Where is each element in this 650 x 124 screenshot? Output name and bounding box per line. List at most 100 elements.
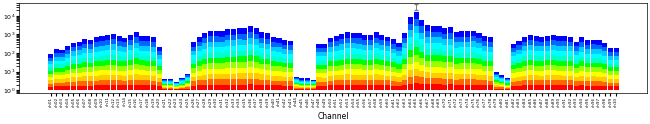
Bar (528, 85, 533, 90)
Bar (322, 56, 328, 61)
Bar (614, 75, 619, 79)
Bar (396, 86, 402, 90)
Bar (237, 45, 242, 51)
Bar (179, 79, 185, 80)
Bar (242, 40, 248, 45)
Bar (71, 47, 76, 51)
Bar (356, 85, 361, 90)
Bar (317, 48, 322, 52)
Bar (493, 84, 499, 85)
Bar (614, 52, 619, 56)
Bar (419, 39, 424, 45)
Bar (425, 78, 430, 84)
Bar (48, 87, 53, 90)
Bar (579, 57, 584, 61)
Bar (105, 60, 110, 65)
Bar (305, 85, 310, 86)
Bar (105, 75, 110, 80)
Bar (311, 89, 316, 90)
Bar (59, 75, 64, 79)
Bar (540, 51, 545, 56)
Bar (94, 47, 99, 52)
Bar (413, 19, 419, 26)
Bar (294, 89, 299, 90)
Bar (254, 68, 259, 73)
Bar (99, 46, 105, 51)
Bar (196, 80, 202, 85)
Bar (597, 58, 601, 63)
Bar (288, 59, 293, 63)
Bar (402, 54, 408, 59)
Bar (511, 56, 516, 61)
Bar (328, 85, 333, 90)
Bar (134, 80, 139, 85)
Bar (499, 83, 504, 85)
Bar (191, 60, 196, 64)
Bar (59, 68, 64, 72)
Bar (54, 79, 59, 83)
Bar (545, 46, 550, 50)
Bar (168, 86, 173, 87)
Bar (191, 77, 196, 81)
Bar (77, 68, 82, 73)
Bar (259, 53, 265, 59)
Bar (94, 61, 99, 66)
Bar (116, 46, 122, 51)
Bar (522, 85, 527, 90)
Bar (254, 56, 259, 62)
Bar (300, 84, 304, 85)
Bar (419, 65, 424, 71)
Bar (471, 36, 476, 41)
Bar (94, 76, 99, 81)
Bar (419, 45, 424, 52)
Bar (333, 85, 339, 90)
Bar (214, 42, 219, 47)
Bar (300, 88, 304, 89)
Bar (579, 42, 584, 47)
Bar (59, 50, 64, 53)
Bar (317, 56, 322, 61)
Bar (288, 72, 293, 77)
Bar (214, 58, 219, 63)
Bar (105, 80, 110, 85)
Bar (185, 78, 190, 80)
Bar (139, 41, 144, 46)
Bar (99, 51, 105, 56)
Bar (476, 38, 482, 43)
Bar (436, 55, 441, 61)
Bar (476, 69, 482, 75)
Bar (225, 85, 230, 90)
Bar (391, 39, 396, 44)
Bar (145, 71, 150, 75)
Bar (471, 58, 476, 63)
Bar (300, 78, 304, 79)
Bar (568, 71, 573, 76)
Bar (528, 80, 533, 85)
Bar (254, 28, 259, 34)
Bar (591, 54, 596, 58)
Bar (116, 61, 122, 66)
Bar (597, 81, 601, 86)
Bar (442, 73, 447, 79)
Bar (282, 81, 287, 86)
Bar (65, 62, 70, 66)
Bar (305, 81, 310, 82)
Bar (162, 85, 168, 86)
Bar (59, 83, 64, 87)
Bar (431, 67, 436, 73)
Bar (305, 84, 310, 85)
Bar (271, 71, 276, 76)
Bar (345, 48, 350, 53)
Bar (419, 71, 424, 77)
Bar (317, 61, 322, 65)
Bar (294, 80, 299, 81)
Bar (276, 85, 281, 90)
Bar (134, 37, 139, 43)
Bar (282, 54, 287, 58)
Bar (436, 32, 441, 37)
Bar (345, 64, 350, 69)
Bar (179, 88, 185, 89)
Bar (545, 70, 550, 75)
Bar (556, 46, 562, 51)
Bar (374, 32, 379, 38)
